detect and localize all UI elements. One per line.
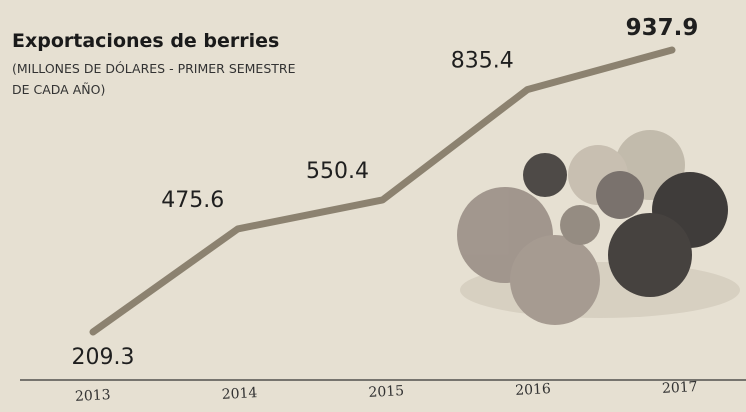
x-tick-label: 2013 [75, 387, 111, 405]
x-tick-label: 2016 [515, 381, 552, 399]
value-label: 209.3 [72, 345, 135, 370]
chart-subtitle: (MILLONES DE DÓLARES - PRIMER SEMESTRE D… [12, 58, 302, 100]
blackberry [608, 213, 692, 297]
value-label: 475.6 [161, 188, 224, 213]
blueberry [560, 205, 600, 245]
x-tick-label: 2017 [662, 379, 698, 397]
berries-illustration [457, 130, 740, 325]
x-tick-label: 2015 [368, 383, 404, 401]
raspberry [510, 235, 600, 325]
chart-title: Exportaciones de berries [12, 30, 279, 52]
value-label: 835.4 [451, 49, 514, 74]
value-label: 550.4 [306, 159, 369, 184]
page: 209.3 475.6 550.4 835.4 937.9 2013 2014 2015 201… [0, 0, 746, 412]
blackberry [523, 153, 567, 197]
x-tick-label: 2014 [221, 385, 258, 403]
value-label: 937.9 [626, 15, 699, 41]
chart-container: 209.3 475.6 550.4 835.4 937.9 2013 2014 2015 201… [0, 0, 746, 412]
blueberry [596, 171, 644, 219]
